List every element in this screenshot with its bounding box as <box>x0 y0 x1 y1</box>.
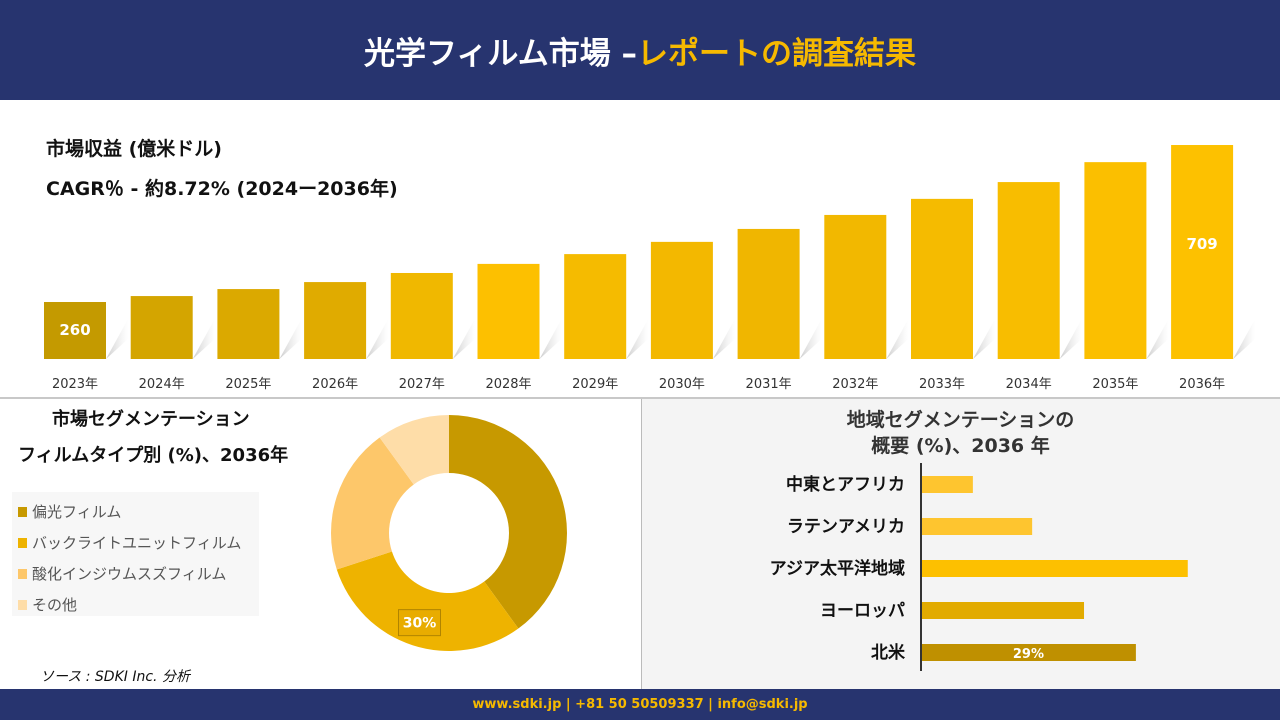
revenue-bar <box>1171 145 1234 359</box>
bar-shadow <box>452 319 475 359</box>
revenue-bar <box>911 198 973 359</box>
region-label: アジア太平洋地域 <box>770 558 905 579</box>
donut-slice <box>331 437 414 570</box>
year-tick-label: 2036年 <box>1179 377 1225 392</box>
bar-data-label: 709 <box>1186 235 1217 253</box>
legend-swatch <box>18 506 27 517</box>
title-accent: レポートの調査結果 <box>637 35 917 72</box>
year-tick-label: 2023年 <box>52 377 98 392</box>
donut-slice <box>449 415 567 629</box>
year-tick-label: 2026年 <box>312 377 358 392</box>
legend-label: 酸化インジウムスズフィルム <box>32 565 227 583</box>
region-bar <box>921 476 973 493</box>
bar-shadow <box>626 319 649 359</box>
region-label: ヨーロッパ <box>820 601 905 621</box>
bar-shadow <box>1146 319 1169 359</box>
revenue-bar <box>217 289 280 359</box>
year-tick-label: 2033年 <box>919 377 965 392</box>
revenue-bar <box>564 254 627 359</box>
legend-item: 偏光フィルム <box>18 496 253 527</box>
bar-shadow <box>539 319 562 359</box>
film-type-donut-chart: 30% <box>331 415 567 651</box>
year-tick-label: 2035年 <box>1092 377 1138 392</box>
legend-swatch <box>18 568 27 579</box>
region-title2: 概要 (%)、2036 年 <box>871 435 1050 457</box>
donut-slice <box>336 551 519 651</box>
bar-shadow <box>1233 319 1256 359</box>
year-tick-label: 2029年 <box>572 377 618 392</box>
year-tick-label: 2028年 <box>485 377 531 392</box>
legend-label: 偏光フィルム <box>32 503 122 521</box>
region-bar <box>921 602 1085 619</box>
region-bar <box>921 644 1136 661</box>
header-banner: 光学フィルム市場 – レポートの調査結果 <box>0 0 1280 100</box>
legend-swatch <box>18 599 27 610</box>
donut-slice <box>379 415 449 485</box>
title-main: 光学フィルム市場 – <box>363 35 638 72</box>
divider <box>0 397 1280 399</box>
revenue-bar <box>650 241 713 359</box>
region-label: 中東とアフリカ <box>786 474 905 495</box>
bar-shadow <box>799 319 822 359</box>
legend-label: その他 <box>32 596 78 614</box>
region-segment-panel <box>641 399 1280 689</box>
bar-shadow <box>712 319 735 359</box>
revenue-bar <box>737 228 800 359</box>
bar-shadow <box>973 319 995 359</box>
revenue-bar <box>304 282 367 359</box>
source-note: ソース : SDKI Inc. 分析 <box>40 669 190 685</box>
region-bar <box>921 560 1188 577</box>
footer-contact: www.sdki.jp | +81 50 50509337 | info@sdk… <box>0 689 1280 720</box>
revenue-bar <box>824 214 887 359</box>
revenue-bar <box>997 182 1060 359</box>
revenue-bar <box>130 296 193 359</box>
bar-shadow <box>279 319 302 359</box>
bar-shadow <box>192 319 215 359</box>
year-tick-label: 2034年 <box>1006 377 1052 392</box>
data-label-box <box>397 609 441 637</box>
film-seg-title2: フィルムタイプ別 (%)、2036年 <box>18 445 289 466</box>
year-tick-label: 2030年 <box>659 377 705 392</box>
legend-label: バックライトユニットフィルム <box>32 534 242 552</box>
donut-legend: 偏光フィルム バックライトユニットフィルム 酸化インジウムスズフィルム その他 <box>12 492 259 616</box>
region-title1: 地域セグメンテーションの <box>846 409 1075 431</box>
revenue-bar-chart: 2023年 260 2024年 2025年 2026年 2027年 2028年 2029年 20… <box>44 145 1256 392</box>
year-tick-label: 2032年 <box>832 377 878 392</box>
revenue-bar <box>1084 162 1147 359</box>
region-bar <box>921 518 1033 535</box>
revenue-bar <box>477 263 540 359</box>
bar-shadow <box>366 319 389 359</box>
revenue-title: 市場収益 (億米ドル) <box>46 138 222 160</box>
legend-item: 酸化インジウムスズフィルム <box>18 558 253 589</box>
year-tick-label: 2031年 <box>746 377 792 392</box>
film-seg-title1: 市場セグメンテーション <box>52 409 250 430</box>
revenue-bar <box>44 302 106 359</box>
bar-shadow <box>106 319 128 359</box>
cagr-text: CAGR％ - 約8.72% (2024ー2036年) <box>46 178 398 200</box>
revenue-bar <box>390 272 453 359</box>
bar-data-label: 260 <box>59 321 90 339</box>
legend-item: バックライトユニットフィルム <box>18 527 253 558</box>
bar-data-label: 29% <box>1013 647 1044 662</box>
bar-shadow <box>1059 319 1082 359</box>
legend-item: その他 <box>18 589 253 620</box>
year-tick-label: 2027年 <box>399 377 445 392</box>
year-tick-label: 2024年 <box>139 377 185 392</box>
bar-shadow <box>886 319 909 359</box>
region-label: 北米 <box>871 642 906 663</box>
legend-swatch <box>18 537 27 548</box>
year-tick-label: 2025年 <box>225 377 271 392</box>
slice-data-label: 30% <box>403 616 437 632</box>
region-label: ラテンアメリカ <box>787 517 905 537</box>
